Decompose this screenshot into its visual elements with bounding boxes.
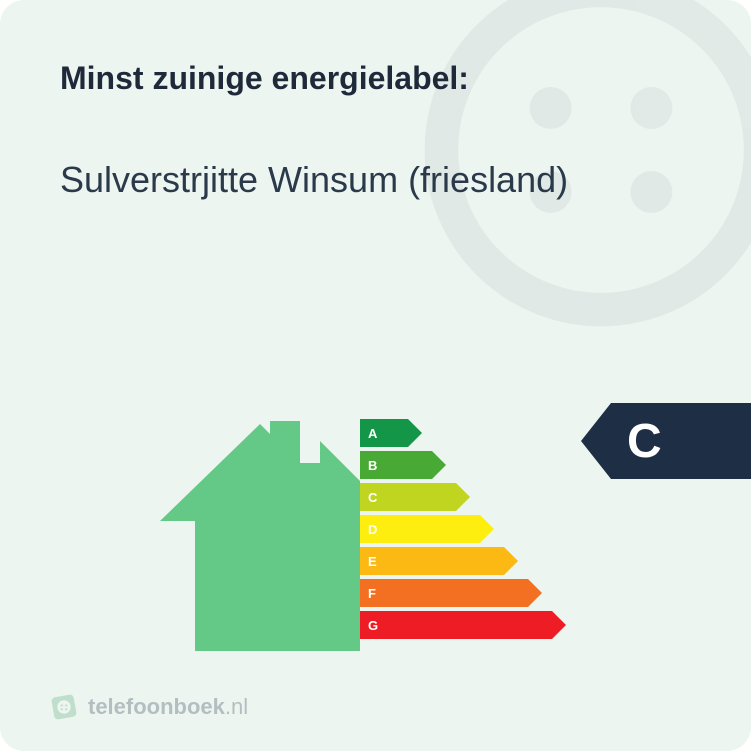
bar: A (360, 419, 566, 447)
bar: C (360, 483, 566, 511)
bar-label: C (360, 483, 456, 511)
energy-bar-b: B (360, 451, 566, 479)
bar-arrow-icon (432, 451, 446, 479)
energy-bar-g: G (360, 611, 566, 639)
bar-arrow-icon (408, 419, 422, 447)
bar-label: F (360, 579, 528, 607)
selected-badge-letter: C (611, 403, 751, 479)
bar-arrow-icon (552, 611, 566, 639)
bar: F (360, 579, 566, 607)
bar: G (360, 611, 566, 639)
bar-arrow-icon (504, 547, 518, 575)
card-title: Minst zuinige energielabel: (60, 60, 691, 97)
bar-arrow-icon (528, 579, 542, 607)
brand-tld: .nl (225, 694, 248, 719)
energy-bar-e: E (360, 547, 566, 575)
bar-label: A (360, 419, 408, 447)
energy-bar-a: A (360, 419, 566, 447)
bar-label: D (360, 515, 480, 543)
bar-label: B (360, 451, 432, 479)
energy-chart: ABCDEFG C (0, 351, 751, 651)
energy-bar-c: C (360, 483, 566, 511)
brand-text: telefoonboek.nl (88, 694, 248, 720)
bar-label: E (360, 547, 504, 575)
energy-bars: ABCDEFG (360, 419, 566, 643)
selected-label-badge: C (581, 403, 751, 479)
bar-arrow-icon (480, 515, 494, 543)
footer-brand: telefoonboek.nl (50, 693, 248, 721)
bar: B (360, 451, 566, 479)
bar-arrow-icon (456, 483, 470, 511)
card-subtitle: Sulverstrjitte Winsum (friesland) (60, 157, 580, 202)
energy-bar-d: D (360, 515, 566, 543)
selected-badge-arrow (581, 403, 611, 479)
bar-label: G (360, 611, 552, 639)
house-icon (160, 421, 360, 651)
brand-icon (50, 693, 78, 721)
energy-bar-f: F (360, 579, 566, 607)
energy-label-card: Minst zuinige energielabel: Sulverstrjit… (0, 0, 751, 751)
brand-name: telefoonboek (88, 694, 225, 719)
bar: E (360, 547, 566, 575)
bar: D (360, 515, 566, 543)
